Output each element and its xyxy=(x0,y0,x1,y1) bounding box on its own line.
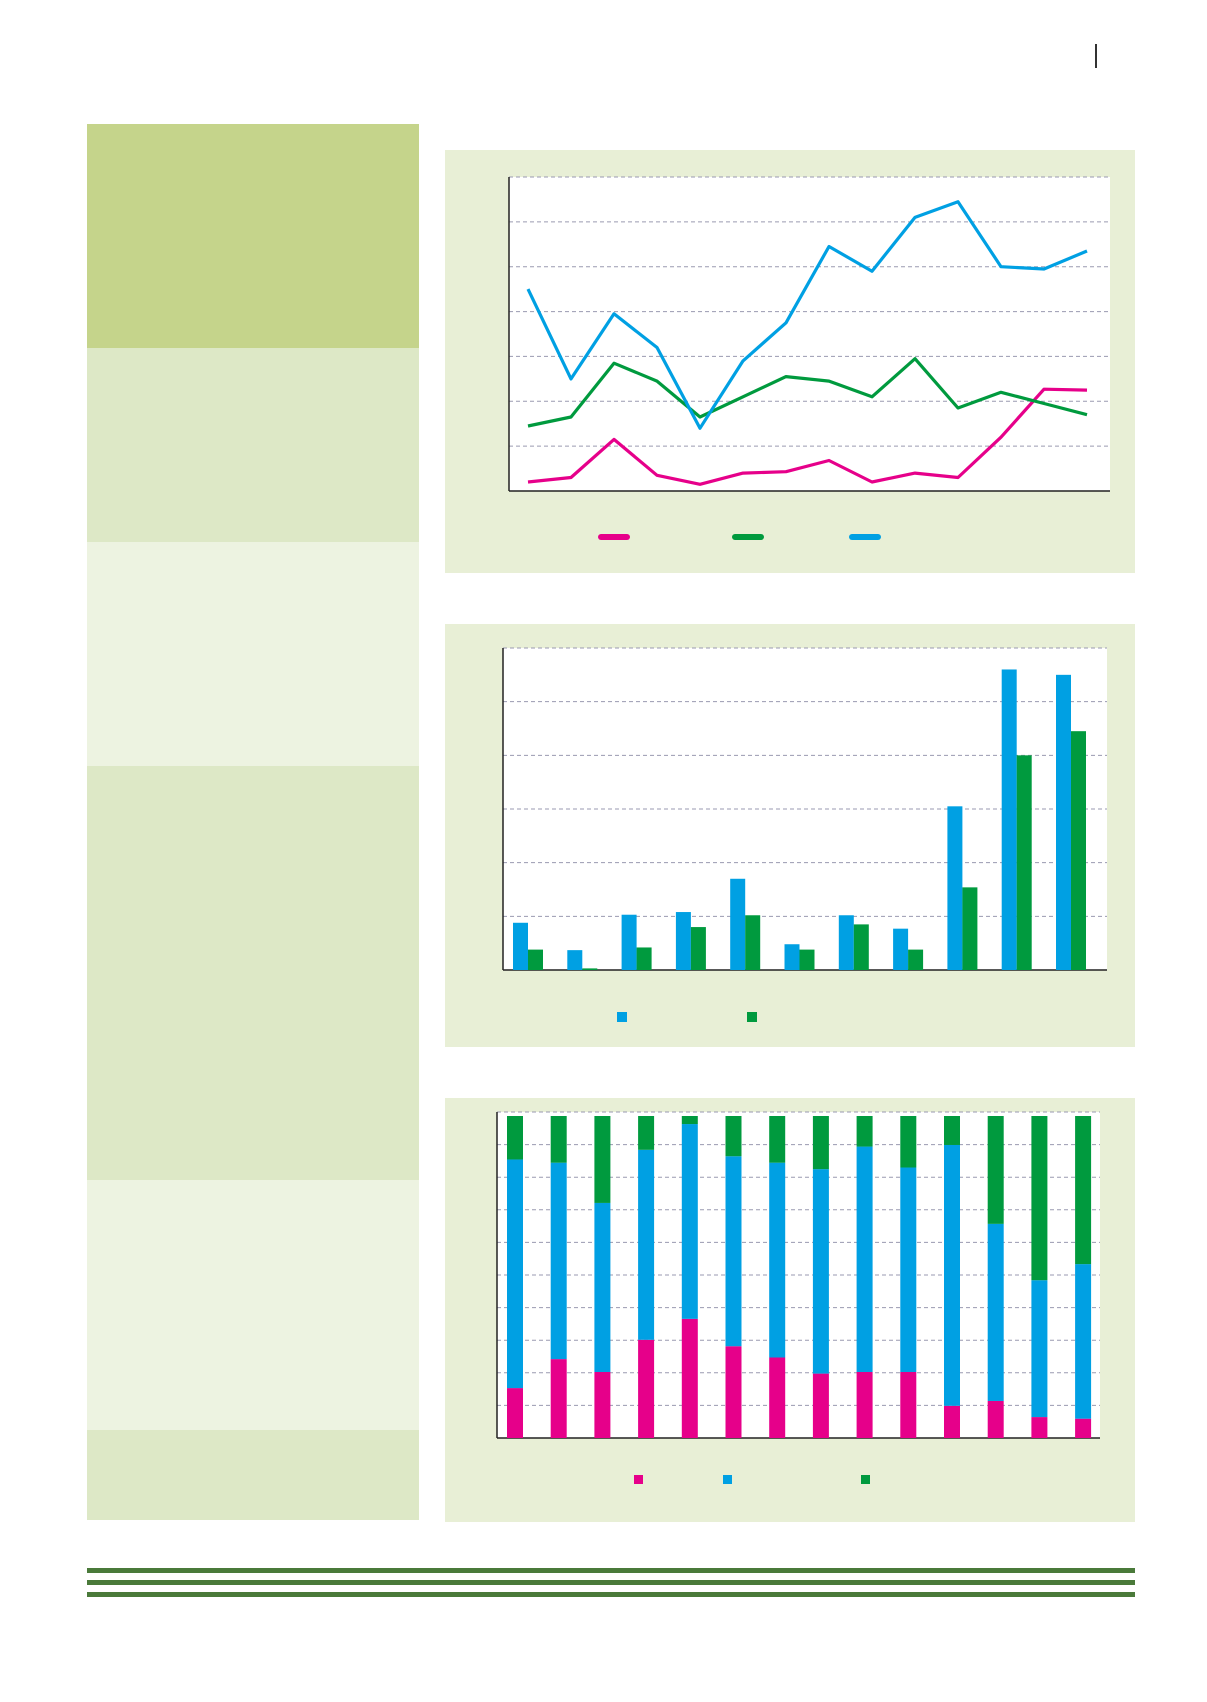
bar-2-6 xyxy=(799,949,815,970)
legend-swatch-1 xyxy=(617,1012,627,1022)
stacked-bar-1-8 xyxy=(812,1373,829,1438)
stacked-bar-3-2 xyxy=(550,1116,567,1163)
bar-2-11 xyxy=(1071,731,1086,970)
bar-2-3 xyxy=(636,947,652,970)
stacked-bar-2-10 xyxy=(900,1167,917,1372)
bar-1-6 xyxy=(784,944,800,970)
stacked-bar-1-12 xyxy=(987,1400,1004,1438)
footer-rule-3 xyxy=(87,1592,1135,1597)
stacked-bar-1-11 xyxy=(944,1405,960,1438)
stacked-bar-3-14 xyxy=(1075,1116,1092,1265)
bar-1-8 xyxy=(893,928,909,970)
stacked-bar-2-7 xyxy=(769,1162,786,1358)
stacked-bar-1-10 xyxy=(900,1371,917,1438)
stacked-bar-3-13 xyxy=(1031,1116,1048,1281)
stacked-bar-3-7 xyxy=(769,1116,786,1163)
page-marker xyxy=(1095,44,1097,68)
plot-area xyxy=(509,177,1110,491)
stacked-bar-2-3 xyxy=(594,1202,611,1372)
legend-swatch-2 xyxy=(747,1012,757,1022)
series-line-2 xyxy=(527,357,1088,428)
side-block-2 xyxy=(87,348,419,542)
stacked-bar-2-13 xyxy=(1031,1280,1048,1418)
stacked-bar-2-2 xyxy=(550,1162,567,1360)
stacked-bar-1-13 xyxy=(1031,1417,1048,1438)
stacked-bar-1-6 xyxy=(725,1346,742,1438)
bar-1-4 xyxy=(675,912,691,970)
bar-2-4 xyxy=(690,927,706,970)
stacked-bar-2-4 xyxy=(638,1149,655,1340)
stacked-bar-1-3 xyxy=(594,1371,611,1438)
bar-1-5 xyxy=(730,878,746,970)
line-chart xyxy=(508,176,1110,540)
stacked-bar-chart xyxy=(496,1111,1100,1484)
footer-rule-2 xyxy=(87,1580,1135,1585)
stacked-bar-3-1 xyxy=(507,1116,523,1160)
stacked-bar-3-9 xyxy=(856,1116,873,1147)
bar-2-5 xyxy=(745,915,761,970)
stacked-bar-1-5 xyxy=(681,1318,698,1438)
footer-rule-1 xyxy=(87,1568,1135,1573)
legend-swatch-3 xyxy=(861,1475,870,1484)
side-block-1 xyxy=(87,124,419,348)
stacked-bar-chart-panel xyxy=(445,1098,1135,1522)
bar-chart-panel xyxy=(445,624,1135,1047)
line-chart-panel xyxy=(445,150,1135,573)
bar-1-1 xyxy=(513,922,528,970)
stacked-bar-1-4 xyxy=(638,1339,655,1438)
stacked-bar-2-8 xyxy=(812,1169,829,1374)
bar-1-3 xyxy=(621,914,637,970)
bar-1-7 xyxy=(838,915,854,970)
side-panel xyxy=(87,124,419,1520)
bar-1-9 xyxy=(947,806,963,970)
bar-2-8 xyxy=(908,949,924,970)
stacked-bar-1-2 xyxy=(550,1359,567,1438)
bar-1-11 xyxy=(1056,674,1071,970)
bar-2-7 xyxy=(853,924,869,970)
side-block-5 xyxy=(87,1180,419,1430)
stacked-bar-3-6 xyxy=(725,1116,742,1157)
stacked-bar-1-14 xyxy=(1075,1418,1092,1438)
stacked-bar-2-6 xyxy=(725,1156,742,1347)
stacked-bar-1-7 xyxy=(769,1357,786,1438)
legend-swatch-1 xyxy=(634,1475,643,1484)
stacked-bar-2-14 xyxy=(1075,1264,1092,1419)
stacked-bar-2-11 xyxy=(944,1144,960,1406)
stacked-bar-2-5 xyxy=(681,1124,698,1319)
bar-chart xyxy=(502,647,1107,1022)
series-line-1 xyxy=(527,387,1088,486)
stacked-bar-3-8 xyxy=(812,1116,829,1170)
stacked-bar-3-3 xyxy=(594,1116,611,1203)
side-block-3 xyxy=(87,542,419,766)
legend-swatch-2 xyxy=(723,1475,732,1484)
side-block-6 xyxy=(87,1430,419,1520)
stacked-bar-2-1 xyxy=(507,1159,523,1389)
bar-2-10 xyxy=(1016,755,1032,970)
stacked-bar-2-12 xyxy=(987,1223,1004,1401)
stacked-bar-2-9 xyxy=(856,1146,873,1372)
stacked-bar-3-4 xyxy=(638,1116,655,1150)
side-block-4 xyxy=(87,766,419,1180)
bar-2-9 xyxy=(962,887,978,970)
bar-1-10 xyxy=(1001,669,1017,970)
stacked-bar-3-11 xyxy=(944,1116,960,1145)
stacked-bar-1-1 xyxy=(507,1388,523,1438)
stacked-bar-3-12 xyxy=(987,1116,1004,1224)
bar-1-2 xyxy=(567,950,583,970)
series-line-3 xyxy=(526,200,1088,430)
stacked-bar-3-5 xyxy=(681,1116,698,1125)
stacked-bar-1-9 xyxy=(856,1371,873,1438)
stacked-bar-3-10 xyxy=(900,1116,917,1168)
bar-2-1 xyxy=(528,949,543,970)
bar-2-2 xyxy=(582,968,598,970)
